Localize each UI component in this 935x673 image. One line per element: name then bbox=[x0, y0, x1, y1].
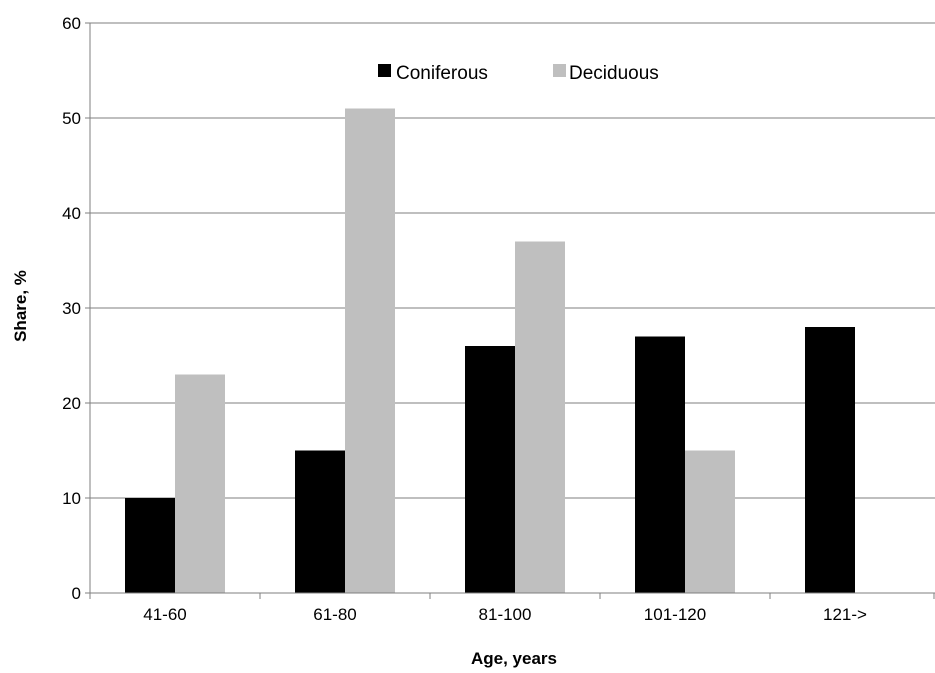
legend-swatch-coniferous bbox=[378, 64, 391, 77]
y-tick-label: 20 bbox=[62, 394, 81, 413]
legend-label-deciduous: Deciduous bbox=[569, 63, 659, 84]
y-axis-title: Share, % bbox=[11, 270, 30, 342]
y-tick-label: 30 bbox=[62, 299, 81, 318]
y-tick-label: 10 bbox=[62, 489, 81, 508]
legend-swatch-deciduous bbox=[553, 64, 566, 77]
axes bbox=[85, 22, 935, 599]
gridlines bbox=[90, 22, 935, 499]
x-tick-label: 81-100 bbox=[479, 605, 532, 624]
y-tick-label: 40 bbox=[62, 204, 81, 223]
x-tick-label: 41-60 bbox=[143, 605, 186, 624]
x-axis-title: Age, years bbox=[471, 649, 557, 668]
bar-coniferous-4 bbox=[805, 327, 855, 593]
bar-deciduous-1 bbox=[345, 108, 395, 593]
x-tick-label: 61-80 bbox=[313, 605, 356, 624]
bar-coniferous-1 bbox=[295, 450, 345, 593]
bar-deciduous-2 bbox=[515, 241, 565, 593]
bar-coniferous-0 bbox=[125, 498, 175, 593]
y-tick-label: 50 bbox=[62, 109, 81, 128]
legend-label-coniferous: Coniferous bbox=[396, 63, 488, 84]
legend: Coniferous Deciduous bbox=[378, 63, 659, 84]
bar-deciduous-0 bbox=[175, 374, 225, 593]
bar-coniferous-3 bbox=[635, 336, 685, 593]
y-tick-label: 60 bbox=[62, 14, 81, 33]
bar-deciduous-3 bbox=[685, 450, 735, 593]
x-tick-label: 101-120 bbox=[644, 605, 706, 624]
y-tick-label: 0 bbox=[72, 584, 81, 603]
tick-labels: 0 10 20 30 40 50 60 41-60 61-80 81-100 101-120 121-… bbox=[62, 14, 867, 624]
bar-coniferous-2 bbox=[465, 346, 515, 593]
x-tick-label: 121-> bbox=[823, 605, 867, 624]
bars bbox=[125, 108, 855, 593]
